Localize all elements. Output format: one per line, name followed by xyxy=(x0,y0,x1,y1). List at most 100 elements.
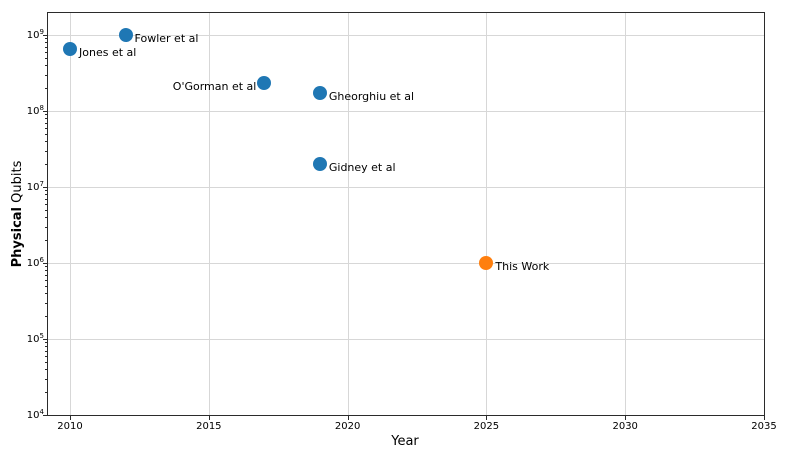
y-minor-tick-5e7 xyxy=(45,133,47,135)
x-tick-2015 xyxy=(208,416,210,420)
data-point-gidney-et-al xyxy=(312,157,327,172)
y-tick-label-1e5: 105 xyxy=(26,331,44,345)
y-tick-exponent: 7 xyxy=(39,179,44,188)
y-minor-tick-7e5 xyxy=(45,274,47,276)
data-point-gheorghiu-et-al xyxy=(312,86,327,101)
x-tick-label-2010: 2010 xyxy=(57,421,83,432)
y-gridline-1e6 xyxy=(47,262,764,264)
x-tick-2025 xyxy=(486,416,488,420)
x-gridline-2035 xyxy=(764,12,765,415)
y-tick-1e4 xyxy=(43,415,47,416)
y-minor-tick-5e4 xyxy=(45,361,47,363)
y-tick-base: 10 xyxy=(26,181,40,193)
y-tick-base: 10 xyxy=(26,333,40,345)
y-tick-1e8 xyxy=(43,110,47,112)
y-minor-tick-4e4 xyxy=(45,369,47,371)
y-minor-tick-8e4 xyxy=(45,346,47,348)
data-point-this-work xyxy=(479,255,494,270)
y-axis-title-bold: Physical xyxy=(10,206,25,268)
y-tick-exponent: 4 xyxy=(39,408,44,416)
y-minor-tick-7e7 xyxy=(45,122,47,124)
x-tick-2020 xyxy=(347,416,349,420)
y-gridline-1e4 xyxy=(47,415,764,416)
x-tick-label-2015: 2015 xyxy=(196,421,222,432)
y-tick-exponent: 6 xyxy=(39,255,44,264)
point-label-gidney-et-al: Gidney et al xyxy=(328,161,396,175)
y-minor-tick-3e8 xyxy=(45,74,47,76)
data-point-jones-et-al xyxy=(63,42,78,57)
y-minor-tick-8e7 xyxy=(45,118,47,120)
y-minor-tick-6e7 xyxy=(45,127,47,129)
x-gridline-2010 xyxy=(70,12,72,415)
y-minor-tick-7e6 xyxy=(45,198,47,200)
y-tick-label-1e4: 104 xyxy=(26,408,44,421)
x-tick-2010 xyxy=(70,416,72,420)
y-minor-tick-3e4 xyxy=(45,378,47,380)
y-tick-base: 10 xyxy=(26,257,40,269)
y-minor-tick-4e8 xyxy=(45,65,47,67)
y-minor-tick-8e5 xyxy=(45,270,47,272)
y-minor-tick-3e7 xyxy=(45,150,47,152)
y-minor-tick-9e6 xyxy=(45,190,47,192)
x-tick-2035 xyxy=(764,416,765,420)
y-axis-title-regular: Qubits xyxy=(10,160,25,207)
y-tick-1e6 xyxy=(43,262,47,264)
y-tick-exponent: 8 xyxy=(39,103,44,112)
y-tick-1e9 xyxy=(43,34,47,36)
y-gridline-1e5 xyxy=(47,338,764,340)
point-label-o-gorman-et-al: O'Gorman et al xyxy=(172,80,257,94)
y-tick-label-1e6: 106 xyxy=(26,255,44,269)
x-tick-label-2025: 2025 xyxy=(473,421,500,432)
y-tick-base: 10 xyxy=(26,105,40,117)
y-tick-exponent: 5 xyxy=(39,331,44,340)
y-gridline-1e7 xyxy=(47,186,764,188)
y-minor-tick-2e4 xyxy=(45,392,47,394)
y-tick-1e5 xyxy=(43,338,47,340)
y-gridline-1e9 xyxy=(47,34,764,36)
point-label-this-work: This Work xyxy=(495,259,550,273)
x-tick-2030 xyxy=(625,416,627,420)
y-tick-1e7 xyxy=(43,186,47,188)
point-label-fowler-et-al: Fowler et al xyxy=(134,31,199,45)
y-minor-tick-2e8 xyxy=(45,88,47,90)
y-minor-tick-2e7 xyxy=(45,164,47,166)
data-point-fowler-et-al xyxy=(118,27,133,42)
x-axis-title: Year xyxy=(391,434,419,449)
y-minor-tick-7e4 xyxy=(45,350,47,352)
y-minor-tick-3e5 xyxy=(45,302,47,304)
y-minor-tick-5e8 xyxy=(45,57,47,59)
y-minor-tick-4e6 xyxy=(45,217,47,219)
y-tick-label-1e8: 108 xyxy=(26,103,44,117)
x-tick-label-2020: 2020 xyxy=(334,421,361,432)
y-tick-label-1e7: 107 xyxy=(26,179,44,193)
y-minor-tick-9e7 xyxy=(45,114,47,116)
x-gridline-2015 xyxy=(208,12,210,415)
y-minor-tick-6e6 xyxy=(45,203,47,205)
y-tick-base: 10 xyxy=(26,410,40,421)
y-minor-tick-4e5 xyxy=(45,293,47,295)
y-tick-base: 10 xyxy=(26,29,40,41)
y-minor-tick-8e8 xyxy=(45,42,47,44)
y-axis-title: Physical Qubits xyxy=(10,161,26,268)
y-minor-tick-8e6 xyxy=(45,194,47,196)
y-minor-tick-2e5 xyxy=(45,316,47,318)
data-point-o-gorman-et-al xyxy=(257,76,272,91)
point-label-jones-et-al: Jones et al xyxy=(79,46,137,60)
y-minor-tick-6e8 xyxy=(45,51,47,53)
x-gridline-2030 xyxy=(625,12,627,415)
x-gridline-2025 xyxy=(486,12,488,415)
y-minor-tick-9e5 xyxy=(45,266,47,268)
y-minor-tick-5e5 xyxy=(45,285,47,287)
y-minor-tick-3e6 xyxy=(45,226,47,228)
y-minor-tick-4e7 xyxy=(45,141,47,143)
y-minor-tick-9e4 xyxy=(45,342,47,344)
x-tick-label-2035: 2035 xyxy=(751,421,777,432)
point-label-gheorghiu-et-al: Gheorghiu et al xyxy=(328,90,415,104)
y-tick-label-1e9: 109 xyxy=(26,28,44,41)
y-gridline-1e8 xyxy=(47,110,764,112)
y-minor-tick-6e4 xyxy=(45,355,47,357)
x-gridline-2020 xyxy=(347,12,349,415)
plot-area-border xyxy=(47,12,765,416)
y-minor-tick-5e6 xyxy=(45,209,47,211)
